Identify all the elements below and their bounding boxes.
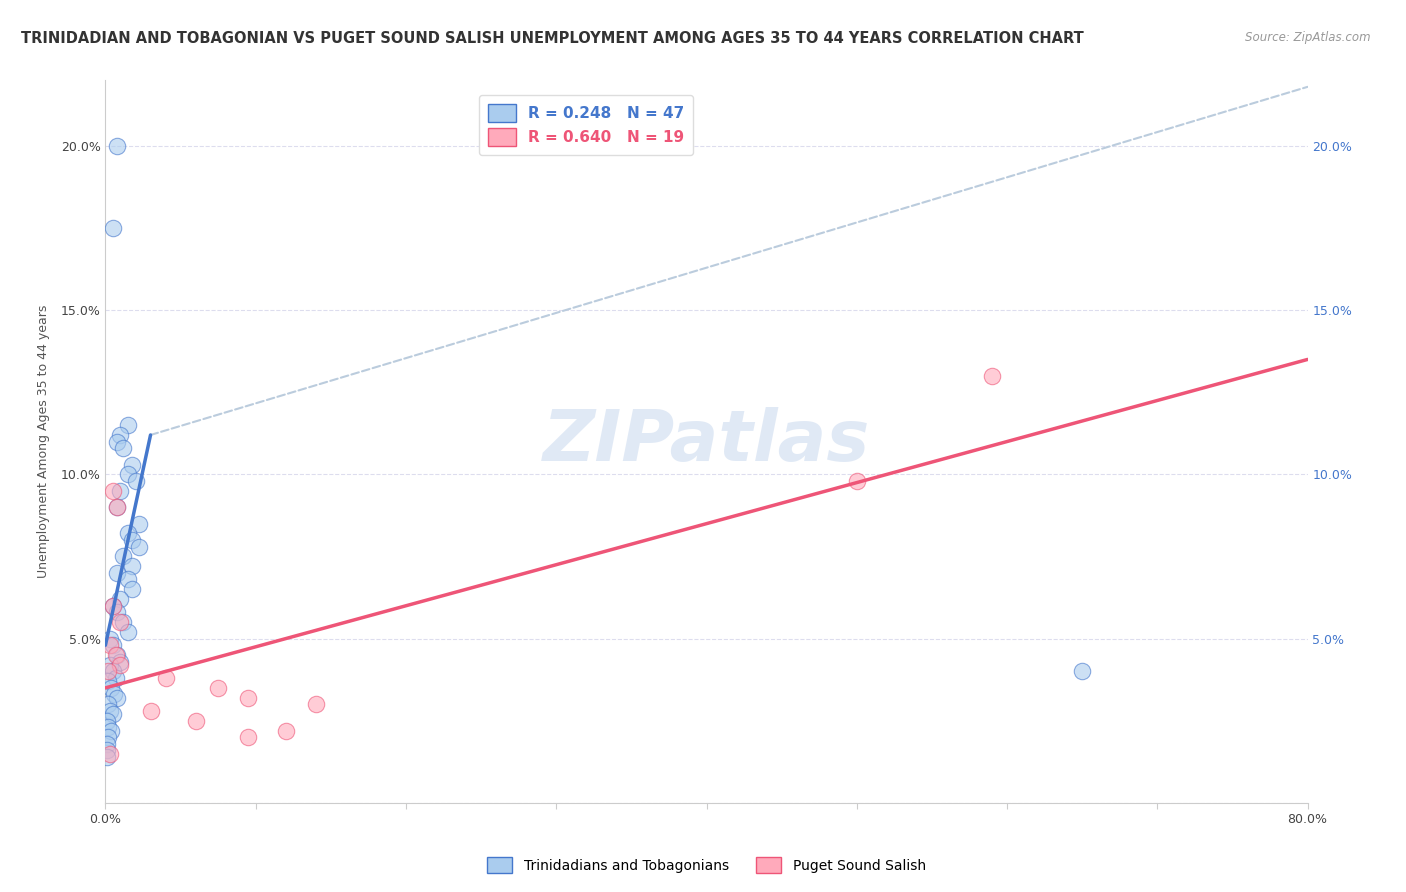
Point: [101, 665, 124, 679]
Point: [117, 625, 139, 640]
Point: [117, 526, 139, 541]
Point: [100, 723, 122, 738]
Y-axis label: Unemployment Among Ages 35 to 44 years: Unemployment Among Ages 35 to 44 years: [37, 305, 49, 578]
Point: [107, 690, 129, 705]
Point: [104, 648, 127, 662]
Point: [98, 747, 121, 761]
Point: [124, 474, 146, 488]
Point: [97, 665, 120, 679]
Point: [104, 671, 127, 685]
Point: [101, 599, 124, 613]
Point: [107, 648, 129, 662]
Point: [184, 714, 207, 728]
Point: [107, 605, 129, 619]
Point: [110, 655, 132, 669]
Point: [155, 671, 177, 685]
Point: [97, 730, 120, 744]
Point: [207, 681, 229, 695]
Legend: Trinidadians and Tobagonians, Puget Sound Salish: Trinidadians and Tobagonians, Puget Soun…: [482, 852, 931, 879]
Point: [121, 559, 143, 574]
Point: [117, 573, 139, 587]
Point: [112, 441, 135, 455]
Point: [981, 368, 1004, 383]
Text: TRINIDADIAN AND TOBAGONIAN VS PUGET SOUND SALISH UNEMPLOYMENT AMONG AGES 35 TO 4: TRINIDADIAN AND TOBAGONIAN VS PUGET SOUN…: [21, 31, 1084, 46]
Point: [107, 434, 129, 449]
Point: [98, 704, 121, 718]
Point: [107, 139, 129, 153]
Point: [110, 592, 132, 607]
Point: [1071, 665, 1094, 679]
Point: [96, 737, 118, 751]
Point: [96, 749, 118, 764]
Point: [128, 516, 150, 531]
Point: [121, 458, 143, 472]
Text: Source: ZipAtlas.com: Source: ZipAtlas.com: [1246, 31, 1371, 45]
Point: [96, 743, 118, 757]
Point: [845, 474, 868, 488]
Point: [112, 615, 135, 630]
Point: [98, 632, 121, 646]
Point: [121, 582, 143, 597]
Point: [305, 698, 328, 712]
Point: [110, 428, 132, 442]
Point: [117, 467, 139, 482]
Point: [97, 698, 120, 712]
Point: [101, 221, 124, 235]
Point: [110, 615, 132, 630]
Point: [96, 714, 118, 728]
Point: [107, 500, 129, 515]
Point: [139, 704, 162, 718]
Point: [274, 723, 297, 738]
Point: [110, 657, 132, 672]
Point: [112, 549, 135, 564]
Point: [128, 540, 150, 554]
Point: [117, 418, 139, 433]
Text: ZIPatlas: ZIPatlas: [543, 407, 870, 476]
Point: [101, 483, 124, 498]
Point: [107, 566, 129, 580]
Point: [107, 500, 129, 515]
Point: [98, 638, 121, 652]
Point: [97, 674, 120, 689]
Point: [100, 681, 122, 695]
Point: [103, 687, 125, 701]
Point: [121, 533, 143, 547]
Point: [238, 690, 260, 705]
Point: [101, 638, 124, 652]
Point: [98, 657, 121, 672]
Point: [97, 720, 120, 734]
Point: [101, 707, 124, 722]
Point: [101, 599, 124, 613]
Point: [238, 730, 260, 744]
Point: [110, 483, 132, 498]
